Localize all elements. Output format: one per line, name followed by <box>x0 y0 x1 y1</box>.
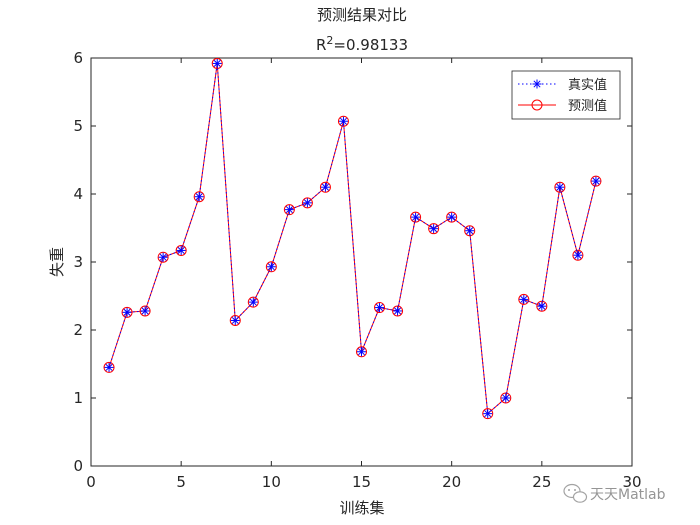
subtitle-superscript: 2 <box>326 34 333 47</box>
y-tick-label: 1 <box>73 389 83 407</box>
legend: 真实值 预测值 <box>511 70 621 120</box>
data-point-circle <box>482 408 494 420</box>
data-point-asterisk <box>140 306 150 316</box>
subtitle-value: =0.98133 <box>333 36 408 54</box>
data-point-circle <box>536 300 548 312</box>
subtitle-prefix: R <box>316 36 326 54</box>
data-point-asterisk <box>176 245 186 255</box>
data-point-asterisk <box>555 182 565 192</box>
x-tick-label: 20 <box>442 473 461 491</box>
data-point-asterisk <box>591 176 601 186</box>
y-axis-label: 失重 <box>48 247 66 277</box>
data-point-circle <box>446 211 458 223</box>
watermark: 天天Matlab <box>563 483 666 503</box>
x-tick-label: 0 <box>86 473 96 491</box>
chart-subtitle: R2=0.98133 <box>316 34 408 54</box>
data-point-asterisk <box>483 409 493 419</box>
x-axis-ticks: 0 5 10 15 20 25 30 <box>86 58 642 491</box>
data-point-asterisk <box>320 182 330 192</box>
legend-box <box>511 70 621 120</box>
data-point-asterisk <box>465 226 475 236</box>
data-point-asterisk <box>447 212 457 222</box>
data-point-circle <box>121 306 133 318</box>
data-point-circle <box>518 293 530 305</box>
plot-area <box>90 57 633 467</box>
data-point-circle <box>175 244 187 256</box>
data-point-circle <box>428 223 440 235</box>
data-point-asterisk <box>338 116 348 126</box>
data-point-asterisk <box>501 393 511 403</box>
y-tick-label: 4 <box>73 185 83 203</box>
data-point-asterisk <box>393 306 403 316</box>
data-point-circle <box>374 302 386 314</box>
data-point-circle <box>392 305 404 317</box>
x-tick-label: 5 <box>176 473 186 491</box>
data-point-circle <box>572 249 584 261</box>
data-point-circle <box>139 305 151 317</box>
data-point-asterisk <box>519 294 529 304</box>
wechat-icon <box>563 483 588 503</box>
chart-title: 预测结果对比 <box>317 6 407 24</box>
y-tick-label: 2 <box>73 321 83 339</box>
y-tick-label: 3 <box>73 253 83 271</box>
legend-label-true: 真实值 <box>568 77 607 93</box>
data-point-asterisk <box>104 362 114 372</box>
legend-asterisk <box>532 79 542 89</box>
legend-marker-circle <box>531 99 543 111</box>
watermark-text: 天天Matlab <box>590 487 666 503</box>
data-point-circle <box>337 115 349 127</box>
legend-marker-asterisk <box>532 79 542 89</box>
data-point-asterisk <box>248 297 258 307</box>
series-true <box>104 58 601 419</box>
data-point-circle <box>193 191 205 203</box>
data-point-circle <box>319 181 331 193</box>
data-point-asterisk <box>357 347 366 357</box>
y-tick-label: 6 <box>73 49 83 67</box>
data-point-circle <box>500 392 512 404</box>
series-line <box>108 63 597 415</box>
data-point-asterisk <box>537 301 547 311</box>
y-tick-label: 0 <box>73 457 83 475</box>
data-point-circle <box>157 251 169 263</box>
data-point-circle <box>410 211 422 223</box>
data-point-circle <box>283 204 295 216</box>
data-point-circle <box>247 296 259 308</box>
data-point-asterisk <box>411 212 421 222</box>
data-point-circle <box>554 181 566 193</box>
data-point-asterisk <box>375 303 385 313</box>
y-axis-ticks: 0 1 2 3 4 5 6 <box>73 49 632 475</box>
data-point-circle <box>590 175 602 187</box>
x-tick-label: 25 <box>532 473 551 491</box>
data-point-asterisk <box>212 58 222 68</box>
x-tick-label: 15 <box>352 473 371 491</box>
data-point-asterisk <box>429 224 439 234</box>
data-point-asterisk <box>230 315 240 325</box>
data-point-asterisk <box>158 252 168 262</box>
data-point-circle <box>265 261 277 273</box>
legend-label-pred: 预测值 <box>568 98 607 114</box>
x-tick-label: 30 <box>622 473 641 491</box>
data-point-circle <box>103 361 115 373</box>
data-point-asterisk <box>194 192 204 202</box>
data-point-asterisk <box>284 205 294 215</box>
x-tick-label: 10 <box>262 473 281 491</box>
data-point-circle <box>301 197 313 209</box>
x-axis-label: 训练集 <box>339 499 384 517</box>
data-point-circle <box>356 346 367 358</box>
data-point-asterisk <box>266 262 276 272</box>
data-point-circle <box>229 314 241 326</box>
data-point-asterisk <box>302 198 312 208</box>
series-layer <box>103 57 602 420</box>
data-point-asterisk <box>573 250 583 260</box>
y-tick-label: 5 <box>73 117 83 135</box>
data-point-asterisk <box>122 307 132 317</box>
